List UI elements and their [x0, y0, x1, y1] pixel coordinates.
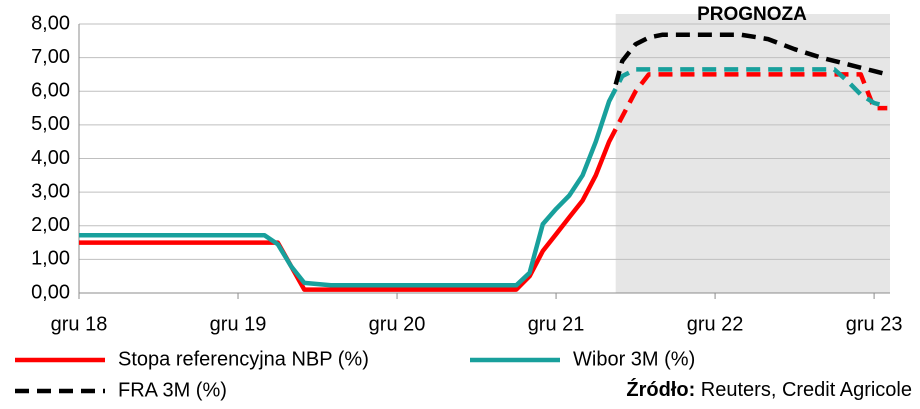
x-tick-label: gru 21: [528, 313, 585, 335]
source: Źródło: Reuters, Credit Agricole: [626, 378, 912, 401]
legend-label: Wibor 3M (%): [573, 348, 695, 370]
x-tick-label: gru 22: [687, 313, 744, 335]
y-tick-label: 1,00: [31, 248, 70, 270]
legend-label: Stopa referencyjna NBP (%): [118, 348, 369, 370]
annotation: PROGNOZA: [697, 4, 807, 25]
y-tick-label: 5,00: [31, 113, 70, 135]
legend-label: FRA 3M (%): [118, 379, 227, 401]
x-tick-label: gru 23: [846, 313, 903, 335]
x-tick-label: gru 20: [369, 313, 426, 335]
y-tick-label: 6,00: [31, 80, 70, 102]
y-tick-label: 4,00: [31, 147, 70, 169]
x-tick-label: gru 18: [51, 313, 108, 335]
source-label: Źródło:: [626, 378, 695, 401]
plot-background: [79, 14, 890, 294]
y-tick-label: 3,00: [31, 180, 70, 202]
y-tick-label: 7,00: [31, 46, 70, 68]
y-tick-label: 0,00: [31, 281, 70, 303]
line-series: [79, 72, 888, 292]
line-series: [613, 32, 888, 86]
y-tick-label: 2,00: [31, 214, 70, 236]
x-tick-label: gru 19: [210, 313, 267, 335]
line-series: [79, 67, 888, 288]
forecast-region: [615, 14, 890, 293]
source-text: Reuters, Credit Agricole: [701, 379, 912, 401]
y-tick-label: 8,00: [31, 12, 70, 34]
